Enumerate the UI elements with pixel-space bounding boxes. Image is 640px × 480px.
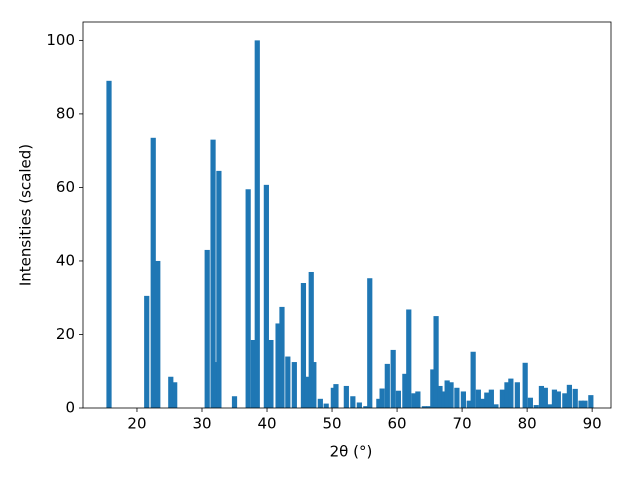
bar — [275, 323, 281, 408]
bar — [317, 398, 323, 408]
bar — [514, 382, 520, 408]
bar — [522, 362, 528, 408]
bar — [454, 387, 460, 408]
bar — [343, 385, 349, 408]
x-tick-label: 50 — [322, 415, 341, 433]
bar — [285, 356, 291, 408]
bar — [363, 406, 369, 408]
y-tick-label: 60 — [56, 178, 75, 196]
bar — [268, 339, 274, 408]
bar — [245, 189, 251, 408]
bar — [168, 376, 174, 408]
bar — [172, 382, 178, 408]
bar — [395, 390, 401, 408]
y-axis-label: Intensities (scaled) — [17, 144, 35, 286]
bar — [479, 398, 485, 408]
bar — [300, 283, 307, 408]
bar — [390, 349, 396, 408]
bar — [231, 396, 238, 408]
bar — [308, 271, 314, 408]
y-tick-label: 0 — [65, 399, 75, 417]
bar — [144, 295, 150, 408]
bar — [350, 396, 356, 408]
bar — [460, 391, 466, 408]
bar — [527, 397, 533, 408]
y-tick-label: 40 — [56, 251, 75, 269]
bar — [433, 316, 439, 408]
bar — [279, 306, 285, 408]
bar — [484, 392, 490, 408]
x-tick-label: 60 — [388, 415, 407, 433]
bar — [444, 380, 450, 408]
bar — [538, 385, 545, 408]
bar — [204, 249, 210, 408]
bar — [588, 395, 594, 408]
bar — [415, 391, 421, 408]
bar — [470, 351, 476, 408]
bar — [384, 363, 390, 408]
bar — [551, 389, 558, 408]
bar — [155, 260, 161, 408]
bar — [426, 406, 432, 408]
bar — [437, 385, 443, 408]
x-tick-label: 30 — [192, 415, 211, 433]
bar — [488, 389, 494, 408]
bar — [367, 278, 373, 408]
bar — [533, 405, 539, 408]
bar — [578, 400, 584, 408]
bar — [542, 387, 548, 408]
bar — [430, 369, 436, 408]
bar — [323, 403, 329, 408]
x-tick-label: 20 — [127, 415, 146, 433]
x-tick-label: 90 — [583, 415, 602, 433]
bar — [441, 391, 447, 408]
bar — [304, 376, 310, 408]
x-tick-label: 80 — [518, 415, 537, 433]
bar — [210, 139, 216, 408]
bar — [547, 404, 553, 408]
bar — [311, 362, 317, 408]
bar — [263, 184, 269, 408]
bar — [555, 391, 561, 408]
bar — [411, 393, 417, 408]
bar — [572, 388, 578, 408]
y-tick-label: 80 — [56, 104, 75, 122]
bar — [106, 80, 112, 409]
bar — [254, 40, 260, 408]
x-axis-label: 2θ (°) — [330, 443, 373, 461]
x-tick-label: 70 — [453, 415, 472, 433]
bar — [250, 339, 256, 408]
bar — [499, 389, 506, 408]
bar — [448, 382, 454, 408]
bar — [216, 170, 222, 408]
plot-frame — [82, 21, 612, 409]
bar — [421, 406, 427, 408]
bar — [333, 384, 339, 408]
bar — [582, 400, 588, 408]
x-tick-label: 40 — [257, 415, 276, 433]
bar — [508, 378, 514, 408]
bar — [291, 362, 297, 408]
bar — [466, 400, 472, 408]
bar — [504, 382, 510, 408]
bar — [150, 137, 156, 409]
bar — [356, 402, 362, 408]
bar — [493, 404, 499, 408]
bar — [562, 393, 568, 408]
y-tick-label: 100 — [46, 31, 75, 49]
bar — [406, 309, 412, 408]
bar — [475, 389, 481, 408]
y-tick-label: 20 — [56, 325, 75, 343]
bar — [566, 384, 572, 408]
bar — [379, 388, 385, 408]
bar — [402, 373, 408, 408]
bar — [376, 398, 382, 408]
